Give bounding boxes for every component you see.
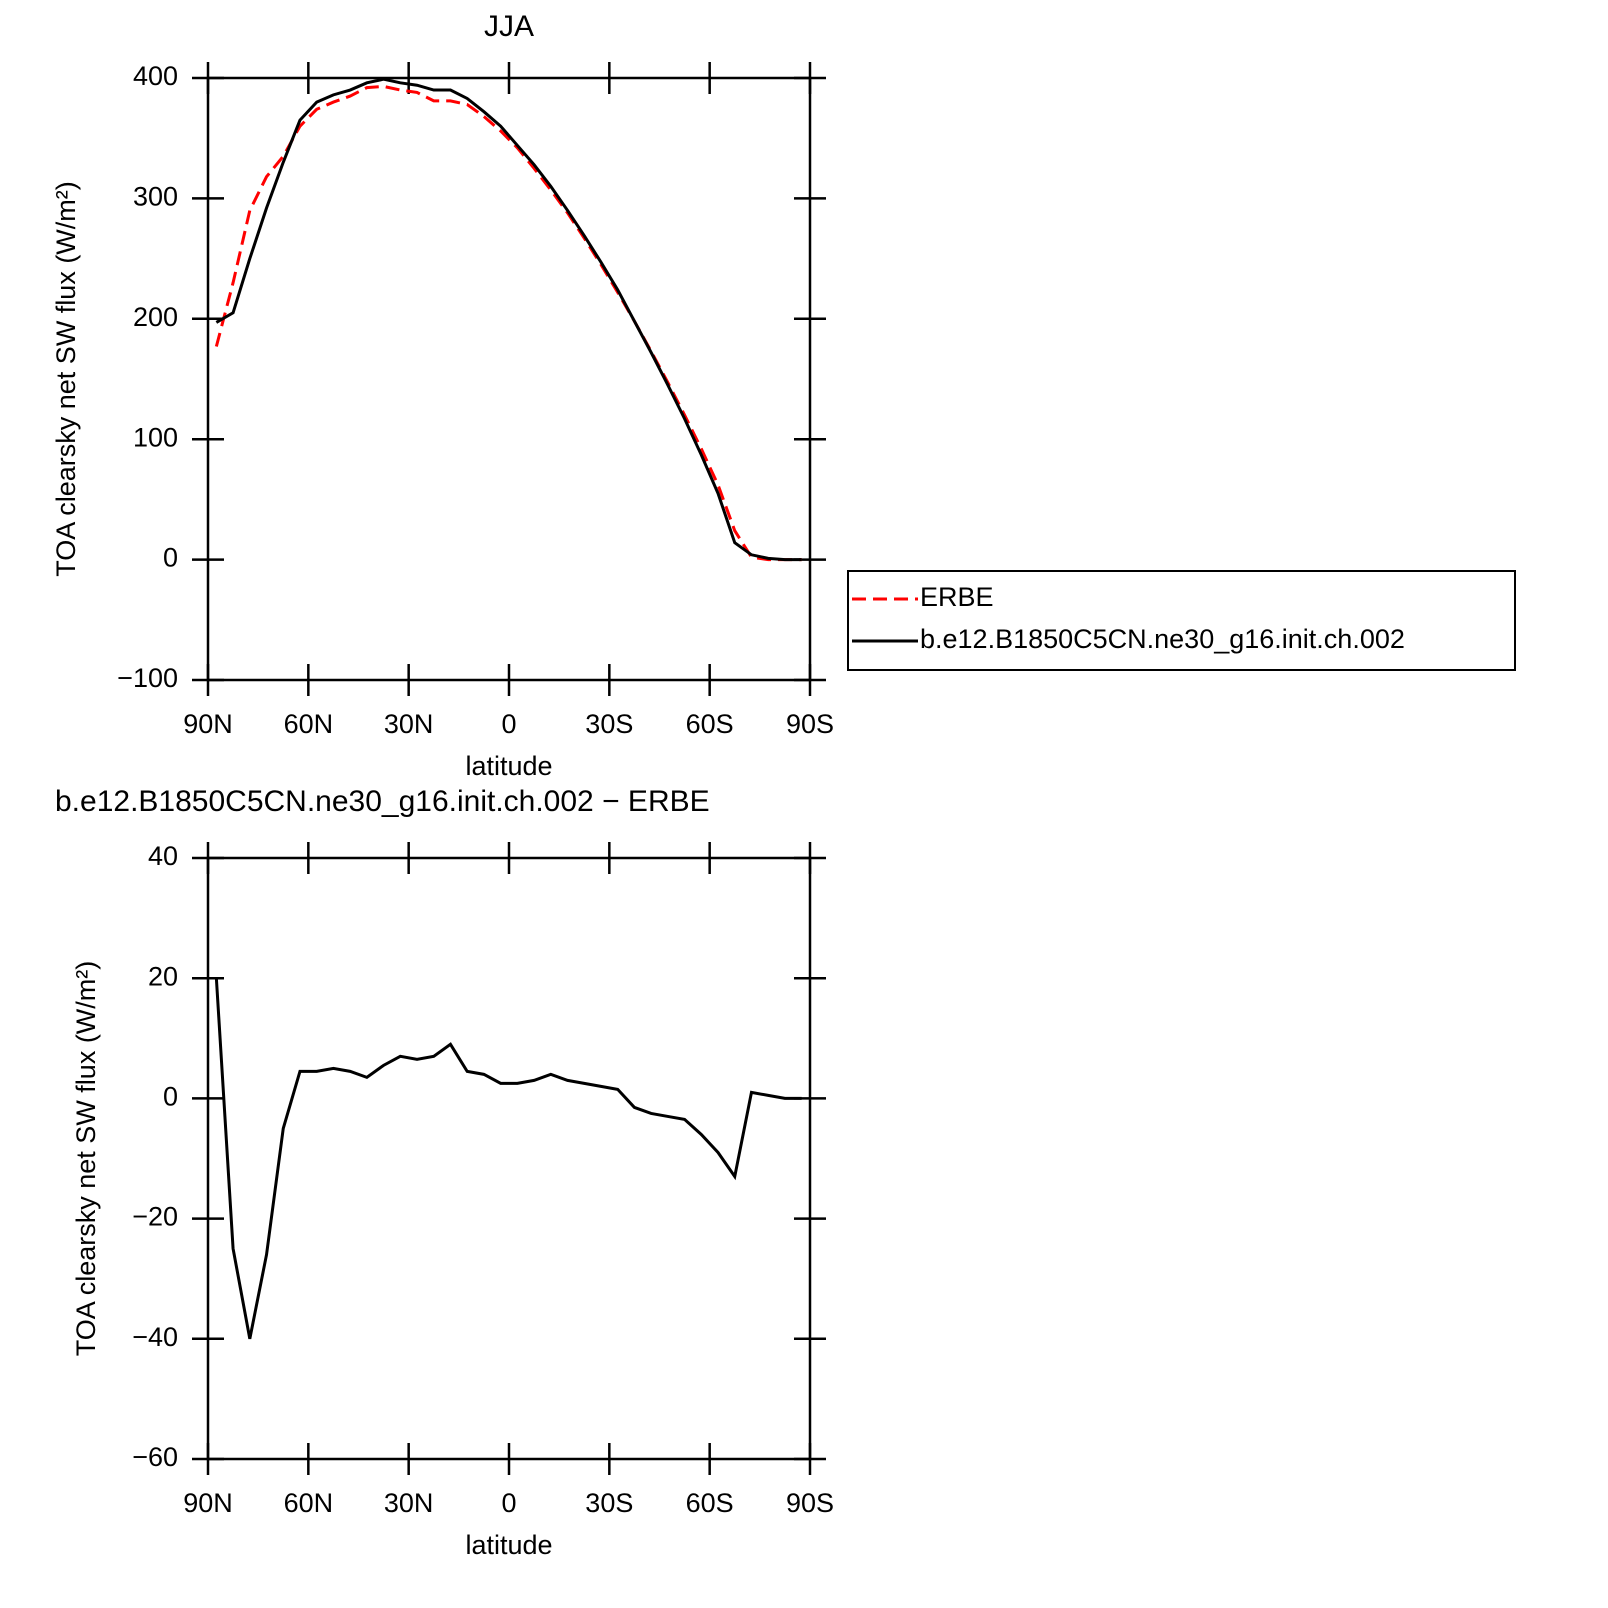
x-tick-label: 60S	[686, 709, 734, 739]
y-axis-label: TOA clearsky net SW flux (W/m²)	[51, 181, 81, 577]
data-line	[214, 84, 802, 562]
x-tick-label: 90N	[183, 1488, 233, 1518]
x-axis-label: latitude	[465, 1530, 552, 1560]
x-tick-label: 90S	[786, 709, 834, 739]
x-tick-label: 60S	[686, 1488, 734, 1518]
x-tick-label: 0	[501, 1488, 516, 1518]
y-tick-label: −40	[132, 1322, 178, 1352]
y-tick-label: 0	[163, 1082, 178, 1112]
y-tick-label: −60	[132, 1442, 178, 1472]
legend-label: ERBE	[920, 582, 994, 612]
plot-frame	[206, 856, 812, 1461]
y-tick-label: 100	[133, 422, 178, 452]
y-tick-label: 0	[163, 543, 178, 573]
y-tick-label: 40	[148, 841, 178, 871]
legend-label: b.e12.B1850C5CN.ne30_g16.init.ch.002	[920, 624, 1405, 654]
x-tick-label: 30S	[585, 709, 633, 739]
data-line	[214, 978, 802, 1340]
y-axis-label: TOA clearsky net SW flux (W/m²)	[71, 961, 101, 1357]
x-axis-label: latitude	[465, 751, 552, 781]
y-tick-label: 400	[133, 61, 178, 91]
y-tick-label: −20	[132, 1202, 178, 1232]
x-tick-label: 30N	[384, 1488, 434, 1518]
y-tick-label: 20	[148, 961, 178, 991]
y-tick-label: 200	[133, 302, 178, 332]
chart-title: JJA	[484, 10, 534, 43]
x-tick-label: 30N	[384, 709, 434, 739]
x-tick-label: 60N	[284, 709, 334, 739]
y-tick-label: 300	[133, 182, 178, 212]
chart-title: b.e12.B1850C5CN.ne30_g16.init.ch.002 − E…	[55, 785, 710, 818]
data-line	[215, 77, 802, 562]
x-tick-label: 60N	[284, 1488, 334, 1518]
legend-box	[847, 570, 1516, 671]
x-tick-label: 90N	[183, 709, 233, 739]
x-tick-label: 90S	[786, 1488, 834, 1518]
x-tick-label: 0	[501, 709, 516, 739]
x-tick-label: 30S	[585, 1488, 633, 1518]
plot-frame	[206, 76, 812, 682]
y-tick-label: −100	[117, 663, 178, 693]
